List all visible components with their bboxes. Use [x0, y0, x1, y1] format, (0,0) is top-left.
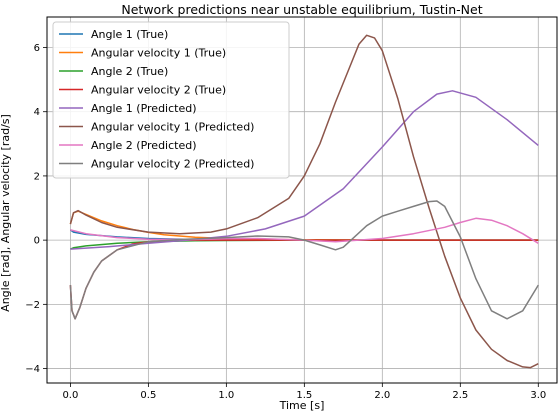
- series-line-7: [70, 217, 539, 244]
- legend-label: Angle 2 (Predicted): [91, 139, 197, 152]
- y-tick-label: 0: [34, 236, 40, 247]
- x-tick-label: 1.0: [218, 390, 234, 401]
- chart-title: Network predictions near unstable equili…: [121, 2, 482, 17]
- legend: Angle 1 (True) Angular velocity 1 (True) A…: [52, 21, 290, 179]
- y-tick-label: 2: [34, 171, 40, 182]
- y-tick-label: 4: [34, 107, 40, 118]
- x-tick-label: 0.0: [62, 390, 78, 401]
- legend-label: Angular velocity 2 (Predicted): [91, 158, 254, 171]
- y-axis-label: Angle [rad], Angular velocity [rad/s]: [0, 114, 12, 312]
- y-tick-label: 6: [34, 43, 40, 54]
- x-tick-label: 1.5: [296, 390, 312, 401]
- legend-label: Angular velocity 1 (True): [91, 47, 226, 60]
- legend-label: Angle 1 (Predicted): [91, 102, 197, 115]
- legend-label: Angle 2 (True): [91, 65, 168, 78]
- x-tick-label: 0.5: [140, 390, 156, 401]
- legend-label: Angle 1 (True): [91, 28, 168, 41]
- series-line-5: [70, 90, 539, 250]
- legend-label: Angular velocity 1 (Predicted): [91, 121, 254, 134]
- plot-area-frame: [46, 16, 558, 384]
- plot-lines: [69, 34, 539, 369]
- series-line-6: [69, 34, 539, 369]
- x-tick-label: 2.0: [374, 390, 390, 401]
- y-tick-label: −2: [25, 300, 40, 311]
- axis-ticks: 0.0 0.5 1.0 1.5 2.0 2.5 3.0 −4 −2 0 2 4 6: [25, 43, 546, 401]
- y-tick-label: −4: [25, 364, 40, 375]
- x-tick-label: 3.0: [530, 390, 546, 401]
- x-tick-label: 2.5: [452, 390, 468, 401]
- legend-box: [52, 21, 290, 179]
- legend-label: Angular velocity 2 (True): [91, 84, 226, 97]
- x-axis-label: Time [s]: [279, 399, 325, 412]
- series-line-8: [69, 200, 539, 320]
